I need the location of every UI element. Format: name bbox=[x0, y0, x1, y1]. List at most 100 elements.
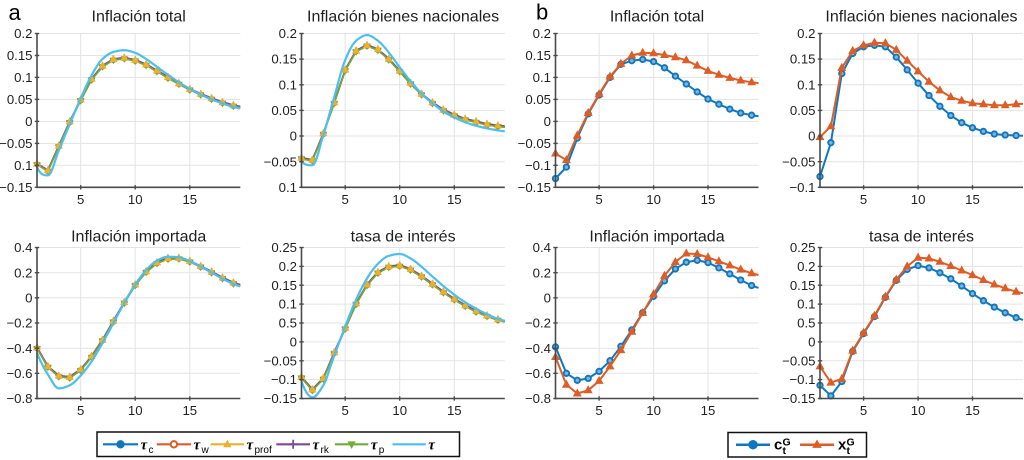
svg-text:10: 10 bbox=[392, 403, 407, 418]
svg-text:−0.15: −0.15 bbox=[264, 391, 297, 406]
svg-text:rk: rk bbox=[321, 445, 330, 456]
svg-text:0.1: 0.1 bbox=[797, 77, 815, 92]
svg-text:0.05: 0.05 bbox=[525, 92, 551, 107]
svg-text:Inflación importada: Inflación importada bbox=[71, 229, 206, 246]
svg-text:Inflación bienes nacionales: Inflación bienes nacionales bbox=[307, 9, 499, 26]
svg-text:−0.1: −0.1 bbox=[789, 372, 815, 387]
svg-text:0: 0 bbox=[25, 290, 32, 305]
svg-text:0.4: 0.4 bbox=[14, 240, 32, 255]
svg-text:−0.15: −0.15 bbox=[782, 391, 815, 406]
svg-text:0.25: 0.25 bbox=[271, 240, 297, 255]
svg-text:τ: τ bbox=[313, 437, 321, 453]
svg-text:a: a bbox=[9, 0, 22, 25]
svg-text:10: 10 bbox=[911, 192, 926, 207]
svg-text:G: G bbox=[783, 437, 791, 449]
svg-text:t: t bbox=[783, 445, 787, 457]
svg-text:0.15: 0.15 bbox=[790, 52, 816, 67]
svg-text:0.2: 0.2 bbox=[14, 26, 32, 41]
svg-text:b: b bbox=[536, 0, 548, 25]
svg-text:−0.4: −0.4 bbox=[6, 341, 32, 356]
svg-text:−0.6: −0.6 bbox=[6, 366, 32, 381]
svg-text:−0.05: −0.05 bbox=[782, 154, 815, 169]
svg-text:0.15: 0.15 bbox=[525, 48, 551, 63]
svg-text:−0.15: −0.15 bbox=[0, 180, 33, 195]
svg-text:0.25: 0.25 bbox=[790, 240, 816, 255]
svg-text:0.5: 0.5 bbox=[797, 316, 815, 331]
svg-text:0: 0 bbox=[290, 129, 297, 144]
svg-text:x: x bbox=[838, 437, 847, 454]
svg-text:τ: τ bbox=[247, 437, 255, 453]
svg-text:0.1: 0.1 bbox=[279, 77, 297, 92]
svg-text:10: 10 bbox=[392, 192, 407, 207]
svg-text:−0.4: −0.4 bbox=[525, 341, 551, 356]
svg-text:15: 15 bbox=[965, 192, 980, 207]
svg-text:−0.05: −0.05 bbox=[264, 154, 297, 169]
svg-text:15: 15 bbox=[447, 192, 462, 207]
svg-text:0.2: 0.2 bbox=[797, 26, 815, 41]
svg-text:τ: τ bbox=[371, 437, 379, 453]
svg-text:−0.8: −0.8 bbox=[525, 391, 551, 406]
svg-text:0.2: 0.2 bbox=[279, 259, 297, 274]
svg-text:10: 10 bbox=[646, 403, 661, 418]
svg-text:5: 5 bbox=[342, 192, 349, 207]
svg-text:5: 5 bbox=[860, 403, 867, 418]
svg-text:0: 0 bbox=[808, 129, 815, 144]
svg-text:Inflación total: Inflación total bbox=[92, 9, 186, 26]
svg-text:G: G bbox=[847, 437, 855, 449]
svg-text:0.5: 0.5 bbox=[279, 316, 297, 331]
svg-text:−0.1: −0.1 bbox=[271, 372, 297, 387]
svg-text:c: c bbox=[774, 437, 782, 454]
svg-text:−0.05: −0.05 bbox=[264, 353, 297, 368]
svg-text:c: c bbox=[149, 445, 154, 456]
svg-text:0: 0 bbox=[544, 114, 551, 129]
svg-text:Inflación total: Inflación total bbox=[610, 9, 704, 26]
svg-text:0.4: 0.4 bbox=[533, 240, 551, 255]
svg-text:0.05: 0.05 bbox=[271, 103, 297, 118]
svg-text:15: 15 bbox=[701, 403, 716, 418]
svg-text:0: 0 bbox=[25, 114, 32, 129]
svg-text:5: 5 bbox=[860, 192, 867, 207]
svg-text:τ: τ bbox=[141, 437, 149, 453]
svg-text:−0.05: −0.05 bbox=[0, 136, 33, 151]
svg-text:0: 0 bbox=[808, 335, 815, 350]
svg-text:0.2: 0.2 bbox=[279, 26, 297, 41]
svg-text:0.1: 0.1 bbox=[14, 158, 32, 173]
svg-text:5: 5 bbox=[77, 192, 84, 207]
svg-text:0.15: 0.15 bbox=[790, 278, 816, 293]
svg-text:5: 5 bbox=[342, 403, 349, 418]
svg-text:0.15: 0.15 bbox=[271, 278, 297, 293]
svg-text:p: p bbox=[379, 445, 385, 456]
svg-text:10: 10 bbox=[128, 192, 143, 207]
svg-text:0.05: 0.05 bbox=[7, 92, 33, 107]
svg-text:5: 5 bbox=[595, 192, 602, 207]
svg-text:0: 0 bbox=[544, 290, 551, 305]
svg-text:Inflación importada: Inflación importada bbox=[589, 229, 724, 246]
svg-text:Inflación bienes nacionales: Inflación bienes nacionales bbox=[825, 9, 1017, 26]
svg-text:−0.1: −0.1 bbox=[525, 158, 551, 173]
svg-text:−0.6: −0.6 bbox=[525, 366, 551, 381]
svg-text:tasa de interés: tasa de interés bbox=[351, 229, 456, 246]
svg-text:τ: τ bbox=[194, 437, 202, 453]
svg-text:15: 15 bbox=[447, 403, 462, 418]
svg-text:t: t bbox=[847, 445, 851, 457]
svg-text:5: 5 bbox=[595, 403, 602, 418]
svg-text:−0.8: −0.8 bbox=[6, 391, 32, 406]
svg-text:−0.05: −0.05 bbox=[782, 353, 815, 368]
svg-text:10: 10 bbox=[646, 192, 661, 207]
svg-text:0.1: 0.1 bbox=[533, 70, 551, 85]
svg-text:15: 15 bbox=[182, 192, 197, 207]
svg-text:0.1: 0.1 bbox=[797, 297, 815, 312]
svg-text:0.15: 0.15 bbox=[271, 52, 297, 67]
svg-text:0.1: 0.1 bbox=[14, 70, 32, 85]
svg-text:τ: τ bbox=[428, 437, 436, 453]
svg-text:0.1: 0.1 bbox=[279, 180, 297, 195]
svg-text:0: 0 bbox=[290, 335, 297, 350]
svg-text:prof: prof bbox=[255, 445, 272, 456]
svg-text:15: 15 bbox=[965, 403, 980, 418]
svg-text:15: 15 bbox=[182, 403, 197, 418]
svg-text:10: 10 bbox=[128, 403, 143, 418]
svg-text:−0.2: −0.2 bbox=[6, 316, 32, 331]
svg-text:−0.2: −0.2 bbox=[525, 316, 551, 331]
svg-text:5: 5 bbox=[77, 403, 84, 418]
svg-text:−0.15: −0.15 bbox=[518, 180, 551, 195]
